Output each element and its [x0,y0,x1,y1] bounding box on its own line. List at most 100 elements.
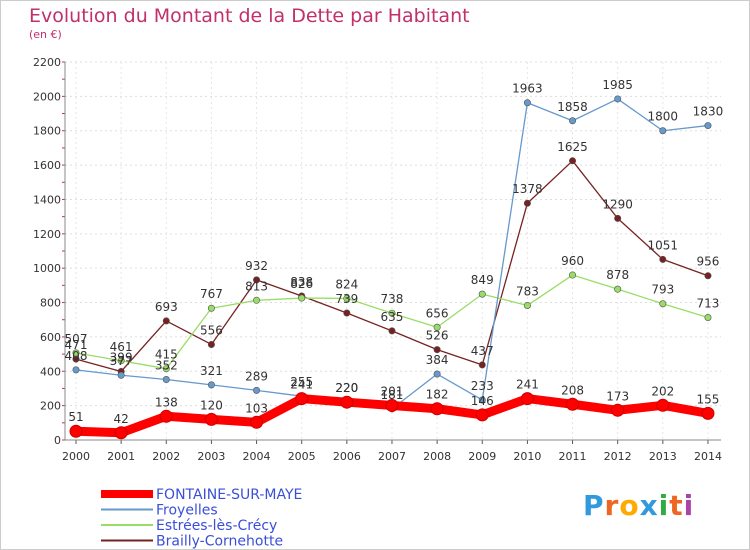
axes: 0 200 400 600 800 1000 1200 1400 1600 1800 2000 220… [33,56,722,463]
data-label: 120 [200,398,223,412]
data-point [117,371,125,379]
data-point [253,276,261,284]
data-label: 656 [426,306,449,320]
data-point [523,199,531,207]
y-tick-label: 2200 [33,56,61,69]
x-tick-label: 2005 [288,450,316,463]
data-label: 738 [381,292,404,306]
data-point [114,426,128,440]
legend-label: FONTAINE-SUR-MAYE [156,487,302,503]
x-tick-label: 2004 [243,450,271,463]
grid-lines [65,61,721,441]
data-label: 461 [110,340,133,354]
data-point [614,214,622,222]
logo-letter: P [583,489,605,522]
logo-letter: i [658,489,670,522]
x-tick-label: 2013 [649,450,677,463]
x-tick-label: 2000 [62,450,90,463]
data-point [72,349,80,357]
data-point [523,99,531,107]
chart-subtitle: (en €) [29,28,62,41]
x-tick-label: 2001 [107,450,135,463]
data-label: 399 [110,350,133,364]
data-point [117,357,125,365]
data-point [659,255,667,263]
data-point [569,117,577,125]
data-point [569,157,577,165]
data-label: 767 [200,287,223,301]
data-point [701,406,715,420]
data-point [704,272,712,280]
data-label: 437 [471,344,494,358]
data-point [253,296,261,304]
data-point [250,415,264,429]
data-label: 713 [697,296,720,310]
y-tick-label: 200 [40,400,61,413]
x-tick-label: 2003 [197,450,225,463]
data-label: 838 [290,275,313,289]
data-label: 693 [155,300,178,314]
data-label: 739 [335,292,358,306]
x-tick-label: 2007 [378,450,406,463]
data-point [207,304,215,312]
series-group [69,95,715,440]
data-label: 220 [335,381,358,395]
data-point [478,361,486,369]
data-point [433,370,441,378]
data-point [704,313,712,321]
data-label: 241 [516,378,539,392]
data-label: 956 [697,255,720,269]
data-label: 813 [245,279,268,293]
legend: FONTAINE-SUR-MAYEFroyellesEstrées-lès-Cr… [101,487,302,549]
data-label: 526 [426,329,449,343]
data-label: 824 [335,277,358,291]
data-point [433,323,441,331]
logo-letter: r [604,489,620,522]
y-tick-label: 800 [40,297,61,310]
data-label: 241 [290,378,313,392]
data-label: 155 [697,392,720,406]
data-label: 556 [200,323,223,337]
data-point [343,294,351,302]
data-label: 233 [471,379,494,393]
data-label: 1378 [512,182,543,196]
data-label: 878 [606,268,629,282]
y-tick-label: 1400 [33,193,61,206]
data-label: 208 [561,383,584,397]
data-label: 103 [245,401,268,415]
proxiti-logo: Proxiti [583,489,694,522]
data-point [433,346,441,354]
data-label: 783 [516,284,539,298]
data-point [659,127,667,135]
data-label: 182 [426,388,449,402]
data-label: 826 [290,277,313,291]
x-tick-label: 2010 [513,450,541,463]
data-label: 415 [155,348,178,362]
data-point [204,412,218,426]
data-point [478,290,486,298]
data-point [520,392,534,406]
data-point [162,376,170,384]
chart-title: Evolution du Montant de la Dette par Hab… [29,5,470,27]
x-tick-label: 2014 [694,450,722,463]
data-label: 202 [651,384,674,398]
data-label: 932 [245,259,268,273]
data-labels: 51 42 138 120 103 241 220 201 182 146 241 208 173 202… [65,78,724,426]
data-point [69,424,83,438]
data-point [523,301,531,309]
data-point [614,95,622,103]
data-label: 384 [426,353,449,367]
data-label: 635 [381,310,404,324]
data-label: 146 [471,394,494,408]
logo-letter: o [619,489,640,522]
data-point [614,285,622,293]
x-tick-label: 2006 [333,450,361,463]
legend-label: Brailly-Cornehotte [156,534,283,550]
data-label: 255 [290,375,313,389]
legend-label: Froyelles [156,503,218,519]
data-label: 1963 [512,82,543,96]
y-tick-label: 600 [40,331,61,344]
data-label: 321 [200,364,223,378]
